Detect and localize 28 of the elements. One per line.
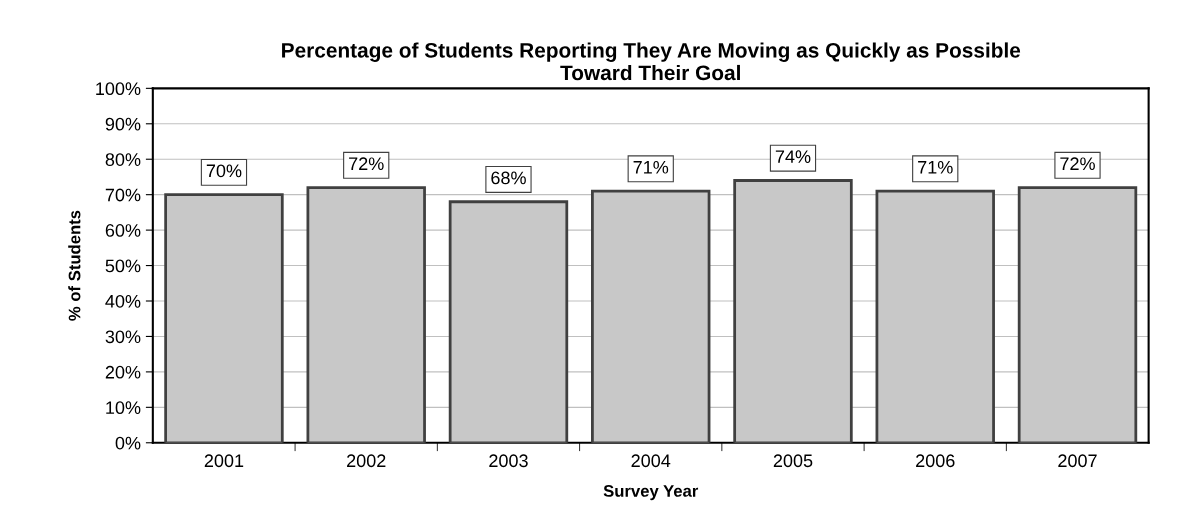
y-tick-label: 80% xyxy=(105,153,141,166)
y-tick-label: 0% xyxy=(115,436,141,450)
data-label: 74% xyxy=(775,150,811,163)
y-tick-label: 40% xyxy=(105,294,141,308)
y-tick-label: 70% xyxy=(105,188,141,202)
y-axis-title: % of Students xyxy=(68,210,81,321)
x-tick-label: 2001 xyxy=(204,454,244,468)
y-tick-label: 10% xyxy=(106,401,141,415)
x-axis-title: Survey Year xyxy=(603,485,699,501)
y-tick-label: 50% xyxy=(105,259,141,273)
y-tick-label: 60% xyxy=(105,224,141,237)
y-tick-label: 100% xyxy=(96,82,141,96)
x-tick-label: 2004 xyxy=(631,454,671,468)
data-label: 71% xyxy=(918,160,953,174)
data-label: 70% xyxy=(206,164,242,178)
y-tick-label: 90% xyxy=(105,117,141,131)
x-tick-label: 2007 xyxy=(1058,454,1097,468)
y-tick-label: 20% xyxy=(105,365,141,379)
y-tick-label: 30% xyxy=(105,330,141,344)
x-tick-label: 2003 xyxy=(489,454,528,468)
data-label: 72% xyxy=(1060,157,1095,171)
x-tick-label: 2006 xyxy=(916,454,955,468)
data-label: 68% xyxy=(491,171,526,185)
data-label: 71% xyxy=(633,160,669,174)
chart-title: Percentage of Students Reporting They Are Moving as Quickly as Possible Toward Their Goal xyxy=(282,42,1021,81)
x-tick-label: 2005 xyxy=(773,454,813,468)
data-label: 72% xyxy=(349,157,384,171)
x-tick-label: 2002 xyxy=(347,454,386,468)
